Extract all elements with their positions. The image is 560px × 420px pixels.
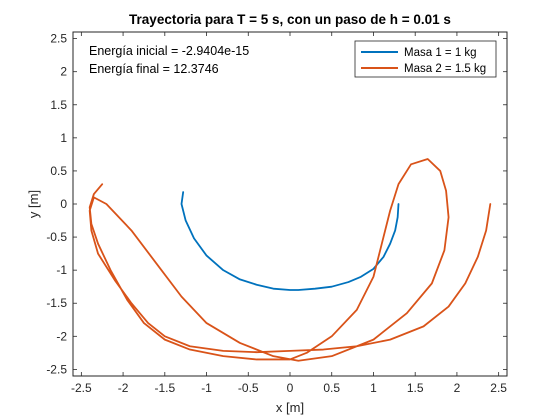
y-tick-label: 1 bbox=[60, 131, 67, 145]
legend: Masa 1 = 1 kg Masa 2 = 1.5 kg bbox=[354, 40, 497, 78]
plot-area bbox=[73, 32, 507, 376]
x-tick-label: -1.5 bbox=[154, 381, 175, 395]
x-tick-label: -0.5 bbox=[238, 381, 259, 395]
x-axis-label: x [m] bbox=[276, 400, 304, 415]
x-tick-label: 1 bbox=[370, 381, 377, 395]
chart-title: Trayectoria para T = 5 s, con un paso de… bbox=[129, 12, 451, 27]
annotation-final-energy: Energía final = 12.3746 bbox=[89, 62, 219, 76]
y-tick-label: -1.5 bbox=[46, 296, 67, 310]
y-tick-label: 2.5 bbox=[50, 32, 67, 46]
y-tick-label: -2 bbox=[56, 329, 67, 343]
legend-label-masa-1: Masa 1 = 1 kg bbox=[404, 47, 477, 59]
x-axis-ticks: -2.5 -2 -1.5 -1 -0.5 0 0.5 1 1.5 2 2.5 bbox=[71, 32, 507, 395]
y-tick-label: 2 bbox=[60, 65, 67, 79]
y-tick-label: 0.5 bbox=[50, 164, 67, 178]
legend-box bbox=[354, 40, 497, 78]
y-tick-label: -0.5 bbox=[46, 230, 67, 244]
legend-label-masa-2: Masa 2 = 1.5 kg bbox=[404, 63, 486, 75]
x-tick-label: 0 bbox=[287, 381, 294, 395]
y-tick-label: -2.5 bbox=[46, 362, 67, 376]
y-axis-ticks: -2.5 -2 -1.5 -1 -0.5 0 0.5 1 1.5 2 2.5 bbox=[46, 32, 507, 376]
x-tick-label: 1.5 bbox=[407, 381, 424, 395]
series-layer bbox=[88, 158, 492, 362]
x-tick-label: -2 bbox=[118, 381, 129, 395]
annotation-initial-energy: Energía inicial = -2.9404e-15 bbox=[89, 44, 249, 58]
y-tick-label: -1 bbox=[56, 263, 67, 277]
y-tick-label: 0 bbox=[60, 197, 67, 211]
series-line-masa-2 bbox=[88, 158, 492, 362]
x-tick-label: -1 bbox=[201, 381, 212, 395]
series-line-masa-1 bbox=[180, 191, 400, 291]
x-tick-label: 2 bbox=[454, 381, 461, 395]
y-tick-label: 1.5 bbox=[50, 98, 67, 112]
x-tick-label: -2.5 bbox=[71, 381, 92, 395]
x-tick-label: 2.5 bbox=[490, 381, 507, 395]
y-axis-label: y [m] bbox=[26, 190, 41, 218]
x-tick-label: 0.5 bbox=[323, 381, 340, 395]
